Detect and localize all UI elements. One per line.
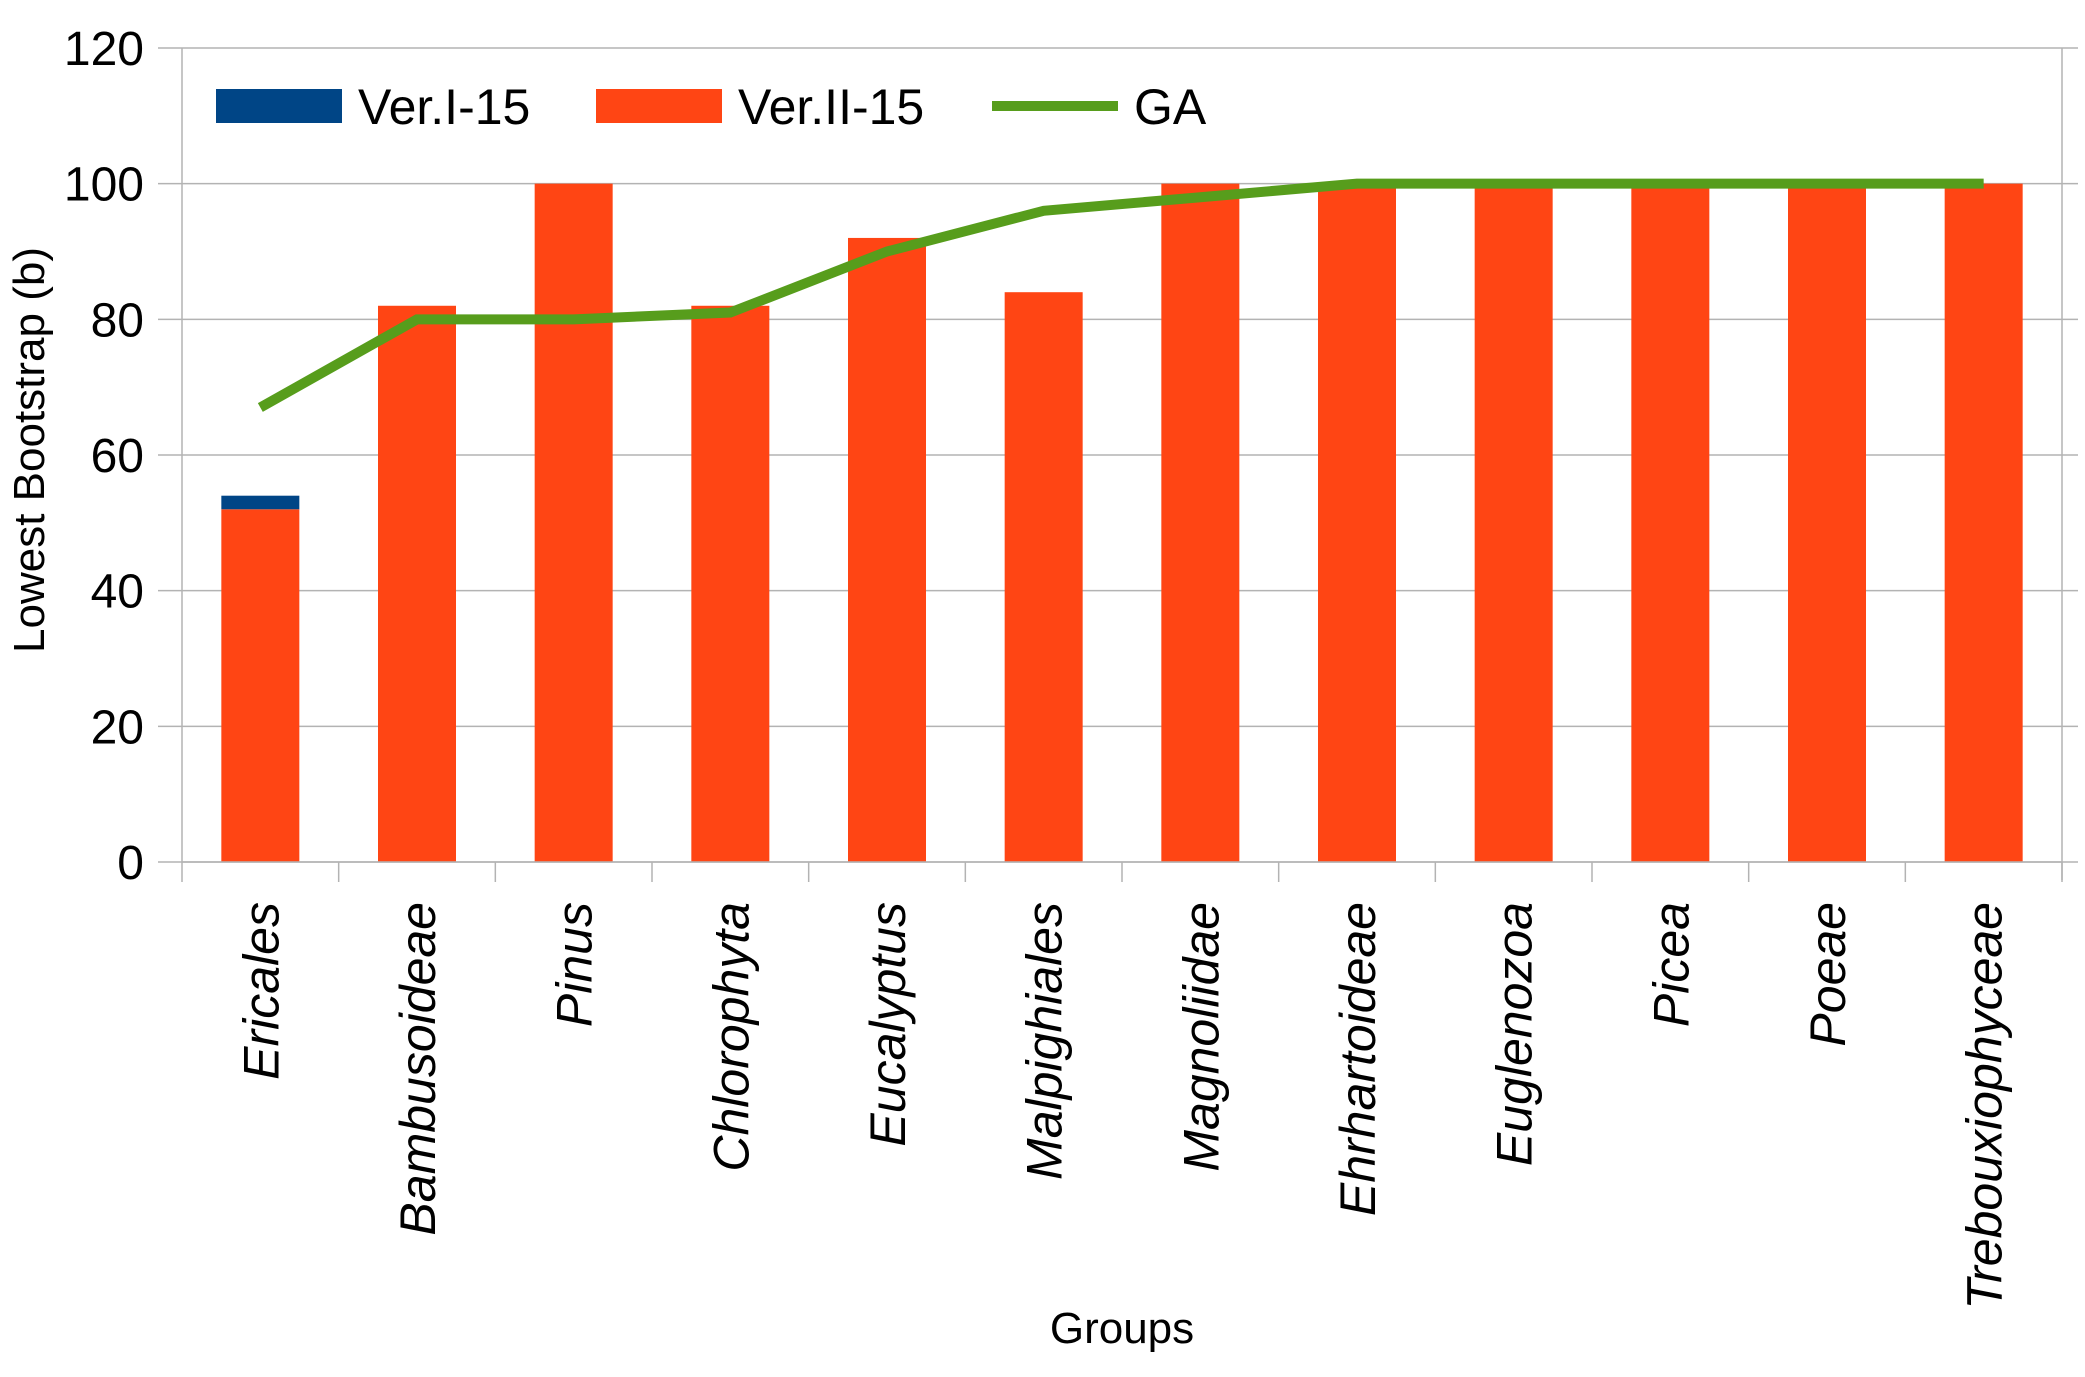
bar-ver-ii-15-eucalyptus: [848, 237, 926, 862]
x-tick-label-magnoliidae: Magnoliidae: [1173, 902, 1229, 1172]
bar-ver-ii-15-chlorophyta: [691, 305, 770, 862]
x-tick-label-euglenozoa: Euglenozoa: [1487, 902, 1543, 1166]
x-tick-labels: Ericales Bambusoideae Pinus Chlorophyta Euca…: [233, 902, 2012, 1310]
legend-swatch-ver-ii-15: [596, 89, 722, 123]
bar-ver-ii-15-malpighiales: [1004, 292, 1083, 862]
bar-ver-ii-15-pinus: [534, 183, 613, 862]
bar-ver-ii-15-ericales: [221, 509, 300, 862]
y-axis-title: Lowest Bootstrap (b): [5, 247, 54, 653]
y-tick-label-0: 0: [117, 837, 144, 890]
legend-label-ver-i-15: Ver.I-15: [358, 79, 530, 135]
legend-swatch-ver-i-15: [216, 89, 342, 123]
y-tick-labels: 0 20 40 60 80 100 120: [64, 23, 144, 890]
bar-ver-ii-15-bambusoideae: [378, 305, 456, 862]
bar-ver-ii-15-magnoliidae: [1161, 183, 1240, 862]
bars: [221, 183, 2023, 862]
x-tick-label-ehrhartoideae: Ehrhartoideae: [1330, 902, 1386, 1216]
legend: Ver.I-15 Ver.II-15 GA: [216, 79, 1207, 135]
legend-label-ga: GA: [1134, 79, 1207, 135]
x-tick-label-picea: Picea: [1643, 902, 1699, 1027]
y-tick-label-80: 80: [91, 294, 144, 347]
x-tick-label-chlorophyta: Chlorophyta: [703, 902, 759, 1172]
x-tick-label-pinus: Pinus: [547, 902, 603, 1027]
y-tick-label-60: 60: [91, 430, 144, 483]
ga-series-line: [257, 178, 1984, 412]
bar-ver-i-15-ericales: [221, 495, 300, 510]
x-tick-label-bambusoideae: Bambusoideae: [390, 902, 446, 1236]
y-tick-label-20: 20: [91, 701, 144, 754]
bar-ver-ii-15-ehrhartoideae: [1318, 183, 1396, 862]
y-tick-label-100: 100: [64, 159, 144, 212]
bar-ver-ii-15-trebouxiophyceae: [1944, 183, 2023, 862]
x-tick-label-malpighiales: Malpighiales: [1017, 902, 1073, 1180]
bar-ver-ii-15-euglenozoa: [1474, 183, 1553, 862]
x-axis-title: Groups: [1050, 1304, 1194, 1353]
y-tick-label-40: 40: [91, 566, 144, 619]
x-tick-label-poeae: Poeae: [1800, 902, 1856, 1047]
x-tick-label-eucalyptus: Eucalyptus: [860, 902, 916, 1147]
y-tick-label-120: 120: [64, 23, 144, 76]
x-tick-label-trebouxiophyceae: Trebouxiophyceae: [1957, 902, 2013, 1310]
ga-line: [257, 178, 1984, 412]
axes: [181, 48, 2063, 882]
legend-label-ver-ii-15: Ver.II-15: [738, 79, 924, 135]
bar-ver-ii-15-poeae: [1788, 183, 1866, 862]
bar-ver-ii-15-picea: [1631, 183, 1710, 862]
x-tick-label-ericales: Ericales: [233, 902, 289, 1080]
